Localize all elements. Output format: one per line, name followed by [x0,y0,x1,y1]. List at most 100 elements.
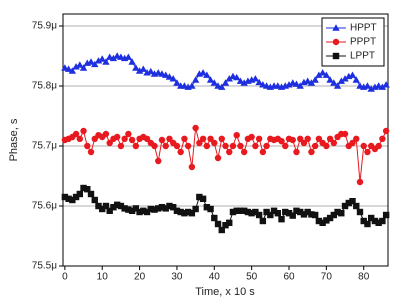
marker [64,65,73,72]
x-tick-label: 10 [97,272,109,283]
marker [98,55,106,62]
marker [364,148,371,156]
marker [330,211,338,219]
marker [237,142,244,150]
x-axis-label: Time, x 10 s [195,286,255,298]
marker [315,217,323,225]
marker [76,190,84,198]
marker [229,208,237,216]
legend-label: PPPT [350,37,376,48]
marker [76,135,84,142]
marker [326,135,334,142]
marker [91,196,98,204]
marker [166,202,173,210]
marker [229,142,237,150]
marker [318,69,327,76]
marker [181,210,188,217]
marker [379,135,386,142]
marker [300,139,308,147]
legend-marker [332,24,340,31]
marker [214,220,222,228]
marker [151,142,158,150]
marker [289,212,296,219]
marker [80,127,87,135]
marker [222,142,229,150]
x-tick-label: 80 [358,272,370,283]
marker [196,193,203,201]
marker [304,135,311,142]
marker [128,58,136,65]
marker [72,63,80,70]
marker [206,76,215,83]
marker [162,205,169,212]
marker [65,195,72,202]
y-tick-label: 75.9μ [32,21,57,32]
marker [311,211,319,219]
marker [364,220,371,228]
marker [349,139,356,147]
marker [248,210,255,217]
marker [267,211,274,219]
x-tick-label: 30 [171,272,183,283]
marker [207,135,214,142]
marker [270,207,278,214]
marker [240,79,248,86]
marker [263,208,270,216]
marker [221,79,230,86]
marker [181,135,188,142]
marker [199,195,207,202]
marker [158,204,166,211]
marker [72,193,80,201]
marker [285,210,293,217]
marker [252,142,259,150]
marker [106,139,113,147]
marker [233,207,240,214]
marker [278,216,285,223]
marker [177,148,184,156]
marker [125,130,132,138]
marker [184,208,192,216]
x-tick-label: 0 [62,272,68,283]
marker [110,204,117,211]
marker [184,142,192,150]
marker [173,207,181,214]
marker [147,67,155,75]
legend-marker [332,38,340,46]
marker [296,82,304,89]
marker [102,58,110,65]
marker [84,142,91,150]
marker [117,202,125,210]
marker [363,82,372,89]
marker [87,190,95,198]
x-tick-label: 60 [283,272,295,283]
marker [207,205,214,213]
marker [169,75,177,82]
marker [236,77,245,84]
marker [356,178,364,186]
marker [102,202,110,210]
marker [233,132,240,139]
marker [196,139,203,147]
marker [218,83,226,90]
marker [348,71,357,78]
marker [69,196,76,204]
marker [323,217,330,224]
marker [132,205,140,212]
marker [248,133,255,141]
marker [326,214,334,222]
marker [106,207,113,214]
marker [255,78,263,86]
marker [61,193,69,201]
marker [162,142,169,150]
marker [132,64,140,71]
marker [371,217,379,225]
marker [158,136,166,144]
marker [72,130,80,138]
marker [121,135,128,142]
marker [151,206,158,213]
marker [252,208,259,216]
marker [188,210,196,217]
marker [259,148,267,156]
y-tick-label: 75.8μ [32,81,57,92]
marker [259,217,267,225]
